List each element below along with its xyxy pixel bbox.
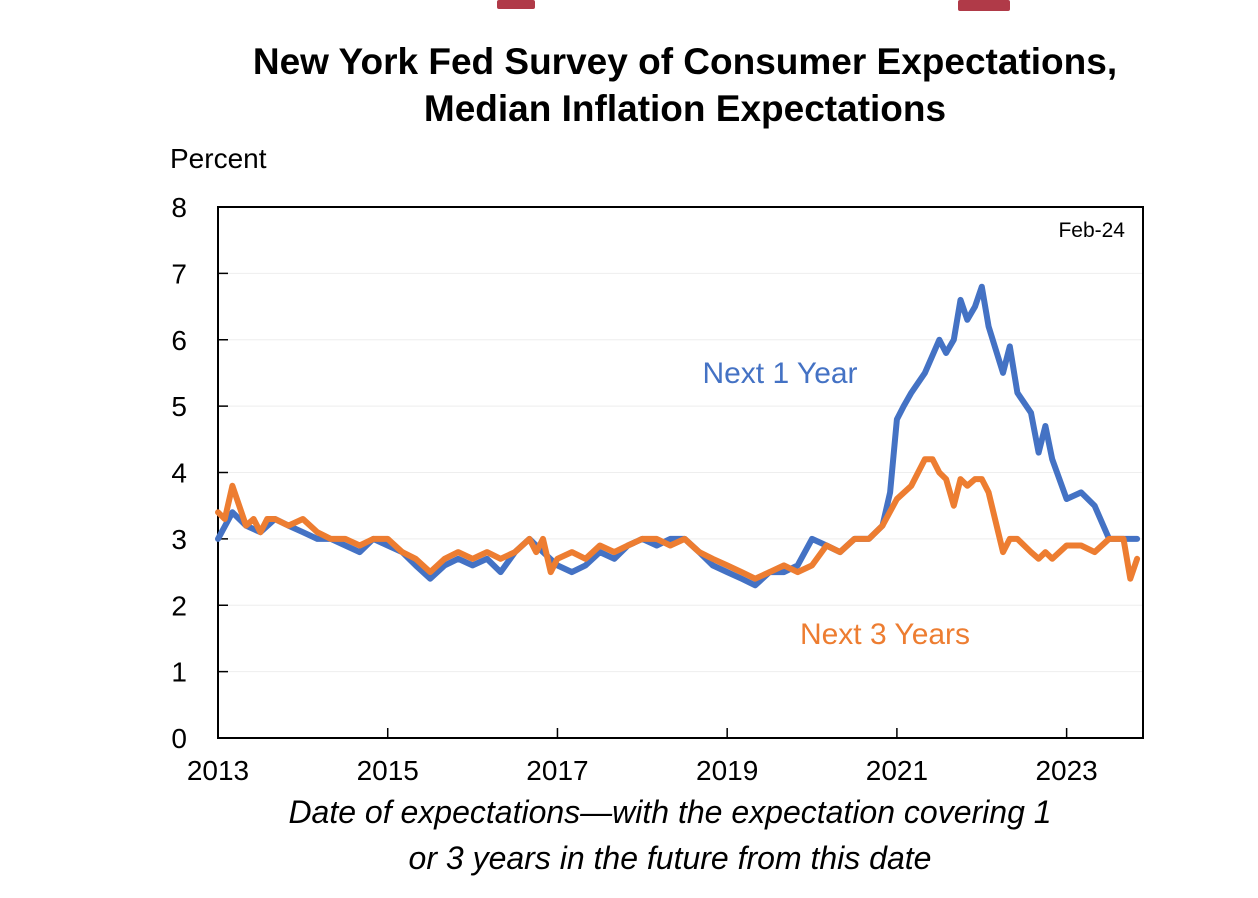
series-label-next-3-years: Next 3 Years	[800, 618, 970, 651]
series-line-next-1-year	[215, 283, 1141, 589]
chart-title-line-2: Median Inflation Expectations	[423, 88, 947, 129]
y-tick-label: 6	[171, 325, 187, 356]
x-tick-label: 2017	[526, 755, 588, 786]
x-tick-label: 2013	[187, 755, 249, 786]
y-tick-label: 8	[171, 192, 187, 223]
y-axis-title: Percent	[170, 143, 267, 174]
heading-fragment-mark	[497, 0, 535, 9]
x-tick-label: 2019	[696, 755, 758, 786]
x-axis-title-line-1: Date of expectations—with the expectatio…	[288, 794, 1052, 830]
x-axis-title: Date of expectations—with the expectatio…	[160, 789, 1180, 881]
heading-fragment-shapes	[497, 0, 1010, 11]
y-tick-label: 0	[171, 723, 187, 754]
series-line-next-3-years	[215, 456, 1141, 582]
date-annotation: Feb-24	[1058, 219, 1125, 242]
y-tick-label: 7	[171, 258, 187, 289]
x-tick-label: 2023	[1035, 755, 1097, 786]
heading-fragment-mark	[958, 0, 1010, 11]
x-axis-title-line-2: or 3 years in the future from this date	[408, 840, 932, 876]
y-tick-label: 4	[171, 458, 187, 489]
y-tick-label: 5	[171, 391, 187, 422]
series-label-next-1-year: Next 1 Year	[702, 357, 857, 390]
cropped-heading-fragment	[0, 0, 1258, 14]
chart-title: New York Fed Survey of Consumer Expectat…	[150, 38, 1220, 132]
x-tick-label: 2015	[357, 755, 419, 786]
y-tick-label: 2	[171, 590, 187, 621]
chart-title-line-1: New York Fed Survey of Consumer Expectat…	[252, 41, 1118, 82]
x-tick-label: 2021	[866, 755, 928, 786]
y-tick-label: 1	[171, 657, 187, 688]
y-tick-label: 3	[171, 524, 187, 555]
